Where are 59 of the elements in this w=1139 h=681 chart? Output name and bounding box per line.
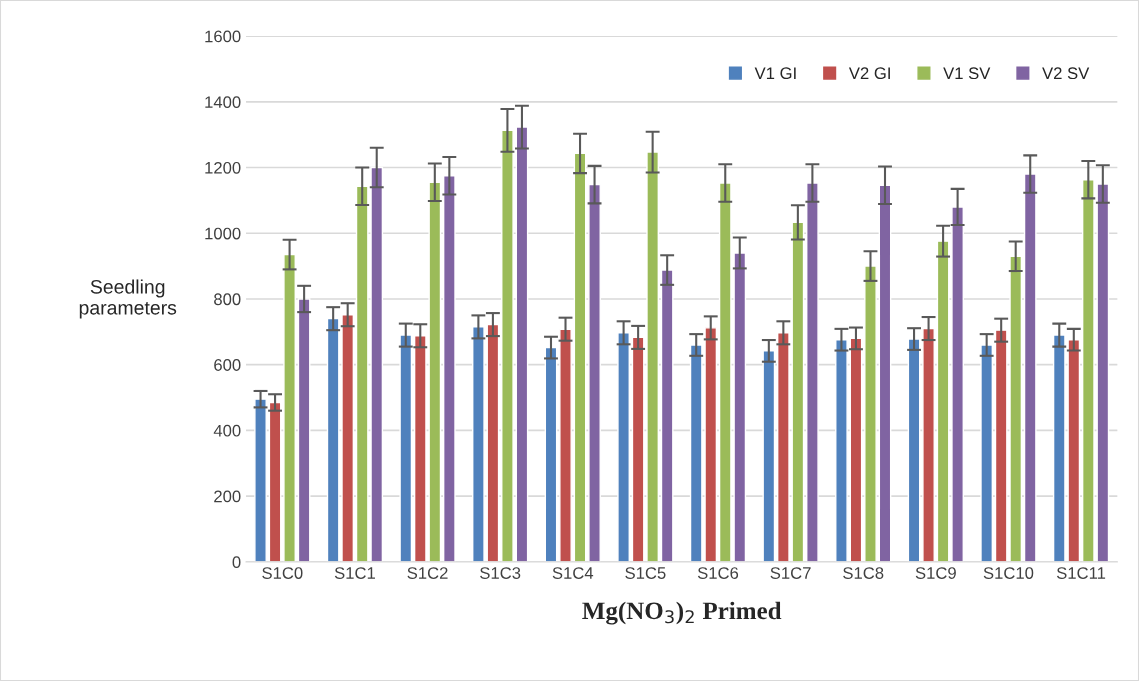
x-tick-label: S1C10 <box>983 567 1034 579</box>
x-tick-label: S1C7 <box>770 567 811 579</box>
bar <box>544 346 558 562</box>
bar <box>791 221 805 562</box>
bar <box>588 183 601 562</box>
x-tick-label: S1C0 <box>262 567 303 579</box>
bar <box>864 265 877 562</box>
bar <box>660 269 674 562</box>
bar <box>399 334 413 562</box>
x-tick-label: S1C9 <box>915 567 956 579</box>
y-tick-label: 800 <box>214 293 241 306</box>
bar <box>776 332 790 562</box>
y-tick-label: 1600 <box>205 30 241 43</box>
bar <box>268 401 282 562</box>
bar <box>559 328 572 562</box>
x-tick-label: S1C5 <box>625 567 666 579</box>
bar <box>617 332 630 562</box>
bar <box>922 327 935 562</box>
bar <box>936 240 950 562</box>
x-tick-label: S1C4 <box>552 567 594 579</box>
y-tick-label: 0 <box>232 556 241 569</box>
bar <box>573 152 587 562</box>
bar <box>907 338 921 562</box>
bar <box>646 151 660 562</box>
bar <box>806 182 819 562</box>
legend-label: V1 SV <box>943 67 991 80</box>
x-tick-label: S1C1 <box>334 567 375 579</box>
bar <box>762 350 776 562</box>
y-tick-label: 1200 <box>205 161 241 174</box>
bar <box>283 253 296 562</box>
legend-label: V2 GI <box>848 67 890 80</box>
bar <box>442 175 456 562</box>
bar <box>501 129 514 562</box>
y-tick-label: 1400 <box>205 96 241 109</box>
x-tick-label: S1C11 <box>1056 567 1106 579</box>
y-tick-label: 200 <box>214 490 241 503</box>
bar <box>849 337 863 562</box>
x-tick-label: S1C3 <box>480 567 521 579</box>
y-tick-label: 600 <box>214 359 241 371</box>
y-tick-label: 1000 <box>205 227 241 240</box>
bar <box>980 344 994 562</box>
x-tick-label: S1C6 <box>697 567 739 579</box>
bar <box>631 336 645 562</box>
bar <box>297 298 311 562</box>
bar <box>254 398 267 562</box>
x-tick-label: S1C2 <box>407 567 448 579</box>
bar <box>1023 173 1037 562</box>
x-tick-label: S1C8 <box>843 567 884 579</box>
bar <box>515 126 529 562</box>
y-axis-title: Seedling parameters <box>79 279 177 319</box>
bar <box>472 326 485 562</box>
x-axis-title: Mg(NO$_{3}$)$_{2}$ Primed <box>582 601 782 625</box>
bar <box>878 184 892 562</box>
bar <box>951 206 964 562</box>
legend-label: V2 SV <box>1042 67 1090 80</box>
bar <box>835 339 848 562</box>
legend-label: V1 GI <box>754 67 796 80</box>
y-tick-label: 400 <box>213 424 241 437</box>
bar <box>486 323 500 562</box>
